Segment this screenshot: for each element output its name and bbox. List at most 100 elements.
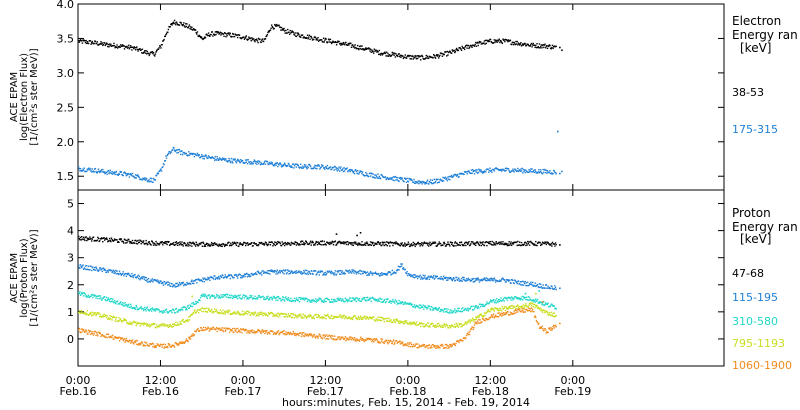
data-point xyxy=(193,28,195,30)
data-point xyxy=(238,295,240,297)
data-point xyxy=(303,166,305,169)
data-point xyxy=(123,274,125,277)
data-point xyxy=(152,346,154,348)
data-point xyxy=(115,336,118,339)
data-point xyxy=(544,242,547,244)
data-point xyxy=(221,296,223,298)
data-point xyxy=(287,316,289,318)
data-point xyxy=(400,242,402,245)
data-point xyxy=(204,244,206,246)
data-point xyxy=(389,271,392,273)
data-point xyxy=(112,301,115,303)
data-point xyxy=(498,241,500,244)
data-point xyxy=(436,179,438,181)
data-point xyxy=(353,172,356,175)
data-point xyxy=(454,323,456,325)
data-point xyxy=(394,302,396,304)
data-point xyxy=(326,167,328,169)
data-point xyxy=(214,308,216,310)
data-point xyxy=(403,180,405,183)
data-point xyxy=(102,297,105,299)
data-point xyxy=(203,37,205,39)
data-point xyxy=(123,242,125,244)
data-point xyxy=(177,151,179,154)
data-point xyxy=(303,297,305,299)
data-point xyxy=(123,303,125,305)
data-point xyxy=(481,303,483,306)
data-point xyxy=(129,342,132,344)
data-point xyxy=(238,245,240,247)
data-point xyxy=(83,312,85,315)
data-point xyxy=(255,160,257,163)
data-point xyxy=(516,296,518,299)
data-point xyxy=(507,308,509,310)
data-point xyxy=(547,314,549,316)
data-point xyxy=(356,318,359,320)
data-point xyxy=(87,265,90,268)
data-point xyxy=(82,295,85,297)
data-point xyxy=(300,313,302,316)
data-point xyxy=(356,44,359,47)
data-point xyxy=(221,245,223,248)
data-point xyxy=(355,300,358,303)
data-point xyxy=(246,296,249,299)
data-point xyxy=(538,290,541,292)
data-point xyxy=(300,163,302,165)
data-point xyxy=(169,345,171,348)
data-point xyxy=(228,331,231,333)
data-point xyxy=(191,334,193,336)
data-point xyxy=(330,42,333,45)
data-point xyxy=(89,168,92,170)
data-point xyxy=(90,240,93,242)
data-point xyxy=(295,241,297,244)
data-point xyxy=(93,171,95,173)
data-point xyxy=(108,240,110,242)
data-point xyxy=(381,319,383,322)
data-point xyxy=(534,301,536,303)
data-point xyxy=(502,297,505,300)
data-point xyxy=(163,325,165,327)
data-point xyxy=(295,166,298,168)
data-point xyxy=(160,168,162,170)
data-point xyxy=(512,170,515,172)
data-point xyxy=(188,338,191,340)
data-point xyxy=(233,312,235,315)
data-point xyxy=(285,269,287,271)
data-point xyxy=(284,241,286,244)
data-point xyxy=(115,316,118,319)
data-point xyxy=(201,245,204,247)
data-point xyxy=(260,41,262,43)
data-point xyxy=(217,294,219,297)
data-point xyxy=(425,54,428,57)
data-point xyxy=(395,176,398,179)
data-point xyxy=(433,275,435,277)
data-point xyxy=(377,298,379,300)
series-1060-1900 xyxy=(78,301,561,350)
data-point xyxy=(175,307,178,310)
data-point xyxy=(130,305,132,307)
data-point xyxy=(445,245,447,247)
data-point xyxy=(199,243,202,245)
data-point xyxy=(374,50,376,53)
data-point xyxy=(241,297,243,300)
data-point xyxy=(468,171,471,174)
data-point xyxy=(285,314,288,316)
data-point xyxy=(102,267,105,269)
data-point xyxy=(551,46,553,49)
data-point xyxy=(345,41,347,44)
data-point xyxy=(317,298,319,300)
data-point xyxy=(177,283,179,286)
data-point xyxy=(102,241,104,243)
data-point xyxy=(144,177,146,179)
data-point xyxy=(285,242,288,245)
data-point xyxy=(119,301,121,304)
data-point xyxy=(356,170,359,172)
data-point xyxy=(187,320,189,323)
data-point xyxy=(511,242,513,245)
data-point xyxy=(504,309,507,312)
data-point xyxy=(121,337,124,340)
data-point xyxy=(540,44,543,46)
data-point xyxy=(350,168,352,171)
data-point xyxy=(319,317,322,319)
data-point xyxy=(531,242,533,244)
